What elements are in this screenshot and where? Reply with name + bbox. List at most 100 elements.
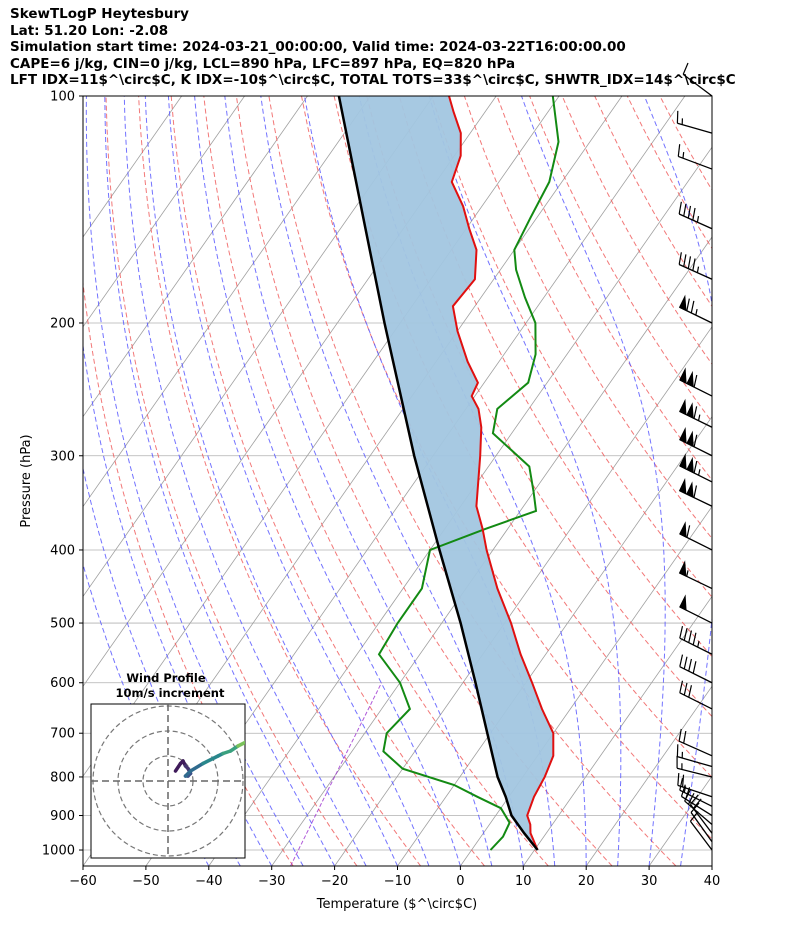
barb-flag <box>686 481 694 498</box>
mixing-ratio-line <box>290 682 383 866</box>
barb-staff <box>682 73 713 97</box>
x-tick-label: −20 <box>321 874 348 889</box>
dry-adiabat <box>301 96 712 840</box>
plot-area <box>83 96 712 866</box>
moist-adiabat <box>85 96 304 866</box>
x-tick-label: 40 <box>704 874 721 889</box>
cape-area <box>338 96 554 850</box>
barb-full <box>677 144 681 157</box>
moist-adiabat <box>123 96 367 866</box>
barb-flag <box>678 294 687 312</box>
time-line: Simulation start time: 2024-03-21_00:00:… <box>10 39 626 55</box>
barb-flag <box>686 456 694 474</box>
hodograph-subtitle: 10m/s increment <box>116 686 225 700</box>
moist-adiabat <box>104 96 336 866</box>
wind-barb <box>676 110 713 134</box>
isotherm-line <box>648 775 712 866</box>
moist-adiabat <box>428 96 622 866</box>
barb-staff <box>690 812 713 843</box>
barb-full <box>686 525 691 538</box>
barb-flag <box>678 560 687 577</box>
barb-full <box>692 632 697 645</box>
barb-full <box>693 434 698 447</box>
x-tick-label: 20 <box>578 874 595 889</box>
barb-full <box>687 256 692 269</box>
y-axis-label: Pressure (hPa) <box>19 434 34 527</box>
barb-full <box>678 252 682 265</box>
hodograph <box>90 703 306 859</box>
barb-full <box>687 792 695 805</box>
isotherm-line <box>83 96 308 418</box>
wind-barb <box>679 654 713 684</box>
barb-staff <box>689 820 713 851</box>
moist-adiabat <box>224 96 493 866</box>
hodograph-segment <box>298 711 306 716</box>
x-tick-label: −50 <box>132 874 159 889</box>
y-tick-label: 800 <box>50 770 75 785</box>
barb-full <box>678 201 682 215</box>
wind-barb <box>679 427 713 457</box>
location-line: Lat: 51.20 Lon: -2.08 <box>10 22 169 39</box>
isotherm-line <box>711 865 712 866</box>
wind-barb <box>678 477 713 507</box>
barb-full <box>679 777 684 791</box>
barb-staff <box>684 800 713 825</box>
y-tick-label: 200 <box>50 316 75 331</box>
isotherm-line <box>271 236 712 866</box>
dry-adiabat <box>105 96 358 866</box>
dry-adiabat <box>83 278 294 866</box>
barb-full <box>690 802 700 813</box>
barb-full <box>688 658 693 672</box>
y-tick-label: 600 <box>50 676 75 691</box>
barb-half <box>695 308 698 316</box>
barb-full <box>686 298 690 311</box>
barb-flag <box>678 477 687 495</box>
dry-adiabat <box>138 96 422 866</box>
barb-staff <box>679 789 713 807</box>
wind-barb <box>679 453 713 483</box>
chart-title: SkewTLogP Heytesbury <box>10 6 189 22</box>
dry-adiabat <box>170 96 485 866</box>
wind-barb <box>679 521 713 551</box>
barb-staff <box>679 692 713 710</box>
x-tick-label: −40 <box>195 874 222 889</box>
barb-full <box>680 784 686 797</box>
dry-adiabat <box>235 96 613 866</box>
wind-barb <box>689 811 713 851</box>
barb-full <box>692 258 696 271</box>
barb-full <box>683 730 687 744</box>
moist-adiabat <box>83 342 273 866</box>
barb-staff <box>679 637 713 655</box>
dry-adiabat <box>496 96 712 481</box>
barb-flag <box>686 430 694 448</box>
hodograph-title: Wind Profile <box>126 671 206 685</box>
wind-barb <box>678 252 713 280</box>
barb-full <box>678 728 682 742</box>
y-tick-label: 100 <box>50 90 75 105</box>
dewpoint-line <box>377 96 560 851</box>
barb-full <box>677 773 680 786</box>
barb-half <box>697 469 701 476</box>
dry-adiabat <box>431 96 712 598</box>
hodograph-segment <box>293 716 298 721</box>
barb-flag <box>679 521 687 538</box>
wind-barb <box>676 744 713 768</box>
isotherm-line <box>522 595 712 866</box>
barb-full <box>679 654 684 667</box>
wind-barb <box>678 728 713 757</box>
barb-half <box>686 570 689 577</box>
wind-barbs <box>676 62 713 851</box>
hodograph-segment <box>201 756 215 766</box>
barb-full <box>687 205 692 219</box>
wind-barb <box>677 773 713 798</box>
hodograph-body <box>91 704 306 858</box>
barb-flag <box>686 402 694 419</box>
wind-barb <box>678 294 713 324</box>
barb-staff <box>677 122 713 134</box>
barb-full <box>693 406 698 419</box>
barb-full <box>681 774 685 788</box>
cape-line: CAPE=6 j/kg, CIN=0 j/kg, LCL=890 hPa, LF… <box>10 55 516 72</box>
barb-staff <box>678 740 713 757</box>
barb-full <box>693 460 698 474</box>
barb-full <box>690 300 695 314</box>
